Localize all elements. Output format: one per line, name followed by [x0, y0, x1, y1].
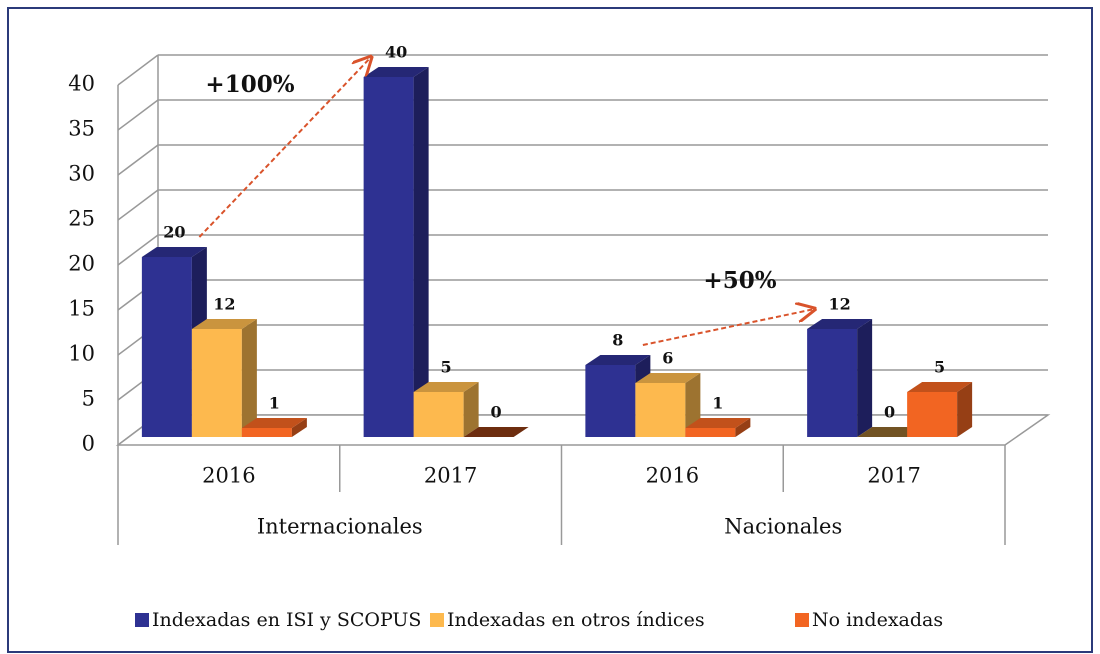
y-tick-label: 30	[68, 162, 95, 186]
bar-top	[413, 382, 479, 392]
annotation-arrow	[642, 309, 815, 346]
bar-front	[141, 257, 192, 437]
bar-top	[857, 427, 923, 437]
group-label: Internacionales	[257, 515, 423, 539]
group-label: Nacionales	[724, 515, 842, 539]
annotation-arrow	[198, 57, 371, 238]
bar-side	[735, 418, 751, 437]
legend-swatch	[795, 613, 809, 627]
bar-top	[685, 418, 751, 428]
bar-side	[291, 418, 307, 437]
bar-top	[191, 319, 257, 329]
bar-top	[807, 319, 873, 329]
y-tick-label: 20	[68, 252, 95, 276]
bar-top	[241, 418, 307, 428]
data-label: 12	[213, 295, 235, 314]
bar-front	[363, 77, 414, 437]
data-label: 6	[662, 349, 673, 368]
y-tick-label: 40	[68, 72, 95, 96]
grid-line	[117, 144, 159, 176]
data-label: 1	[269, 394, 280, 413]
bar-top	[585, 355, 651, 365]
legend-label: Indexadas en ISI y SCOPUS	[152, 609, 421, 631]
y-tick-label: 5	[82, 387, 95, 411]
bar-front	[241, 428, 292, 437]
legend-swatch	[135, 613, 149, 627]
bar-top	[635, 373, 701, 383]
data-label: 20	[163, 223, 185, 242]
x-tick-label: 2016	[202, 464, 255, 488]
grid-line	[117, 234, 159, 266]
bar-front	[191, 329, 242, 437]
grid-line	[117, 99, 159, 131]
bar-front	[685, 428, 736, 437]
bar-top	[907, 382, 973, 392]
bar-side	[241, 319, 257, 437]
y-tick-label: 0	[82, 432, 95, 456]
data-label: 0	[884, 403, 895, 422]
data-label: 40	[385, 43, 407, 62]
data-label: 5	[441, 358, 452, 377]
legend-label: No indexadas	[812, 609, 943, 631]
bar-front	[413, 392, 464, 437]
x-tick-label: 2017	[867, 464, 920, 488]
data-label: 8	[612, 331, 623, 350]
x-tick-label: 2017	[424, 464, 477, 488]
grid-line	[117, 54, 159, 86]
y-tick-label: 35	[68, 117, 95, 141]
annotation: +100%	[205, 71, 294, 98]
bar-top	[363, 67, 429, 77]
bar-front	[585, 365, 636, 437]
y-tick-label: 25	[68, 207, 95, 231]
bar-side	[957, 382, 973, 437]
data-label: 12	[828, 295, 850, 314]
bar-front	[907, 392, 958, 437]
legend-label: Indexadas en otros índices	[447, 609, 705, 631]
legend-swatch	[430, 613, 444, 627]
bar-front	[635, 383, 686, 437]
bar-front	[807, 329, 858, 437]
grid-line	[117, 189, 159, 221]
x-tick-label: 2016	[646, 464, 699, 488]
bar-side	[857, 319, 873, 437]
bar-side	[413, 67, 429, 437]
bar-side	[463, 382, 479, 437]
bar-top	[141, 247, 207, 257]
data-label: 0	[491, 403, 502, 422]
axes: 0 5 10 15 20 25 30 35 40 20 12 1 2016 40 5 0 2017 8 6 1 2016…	[68, 43, 1006, 631]
data-label: 5	[934, 358, 945, 377]
annotation: +50%	[703, 267, 776, 294]
bar-top	[463, 427, 529, 437]
y-tick-label: 15	[68, 297, 95, 321]
data-label: 1	[712, 394, 723, 413]
bars	[141, 67, 973, 437]
y-tick-label: 10	[68, 342, 95, 366]
